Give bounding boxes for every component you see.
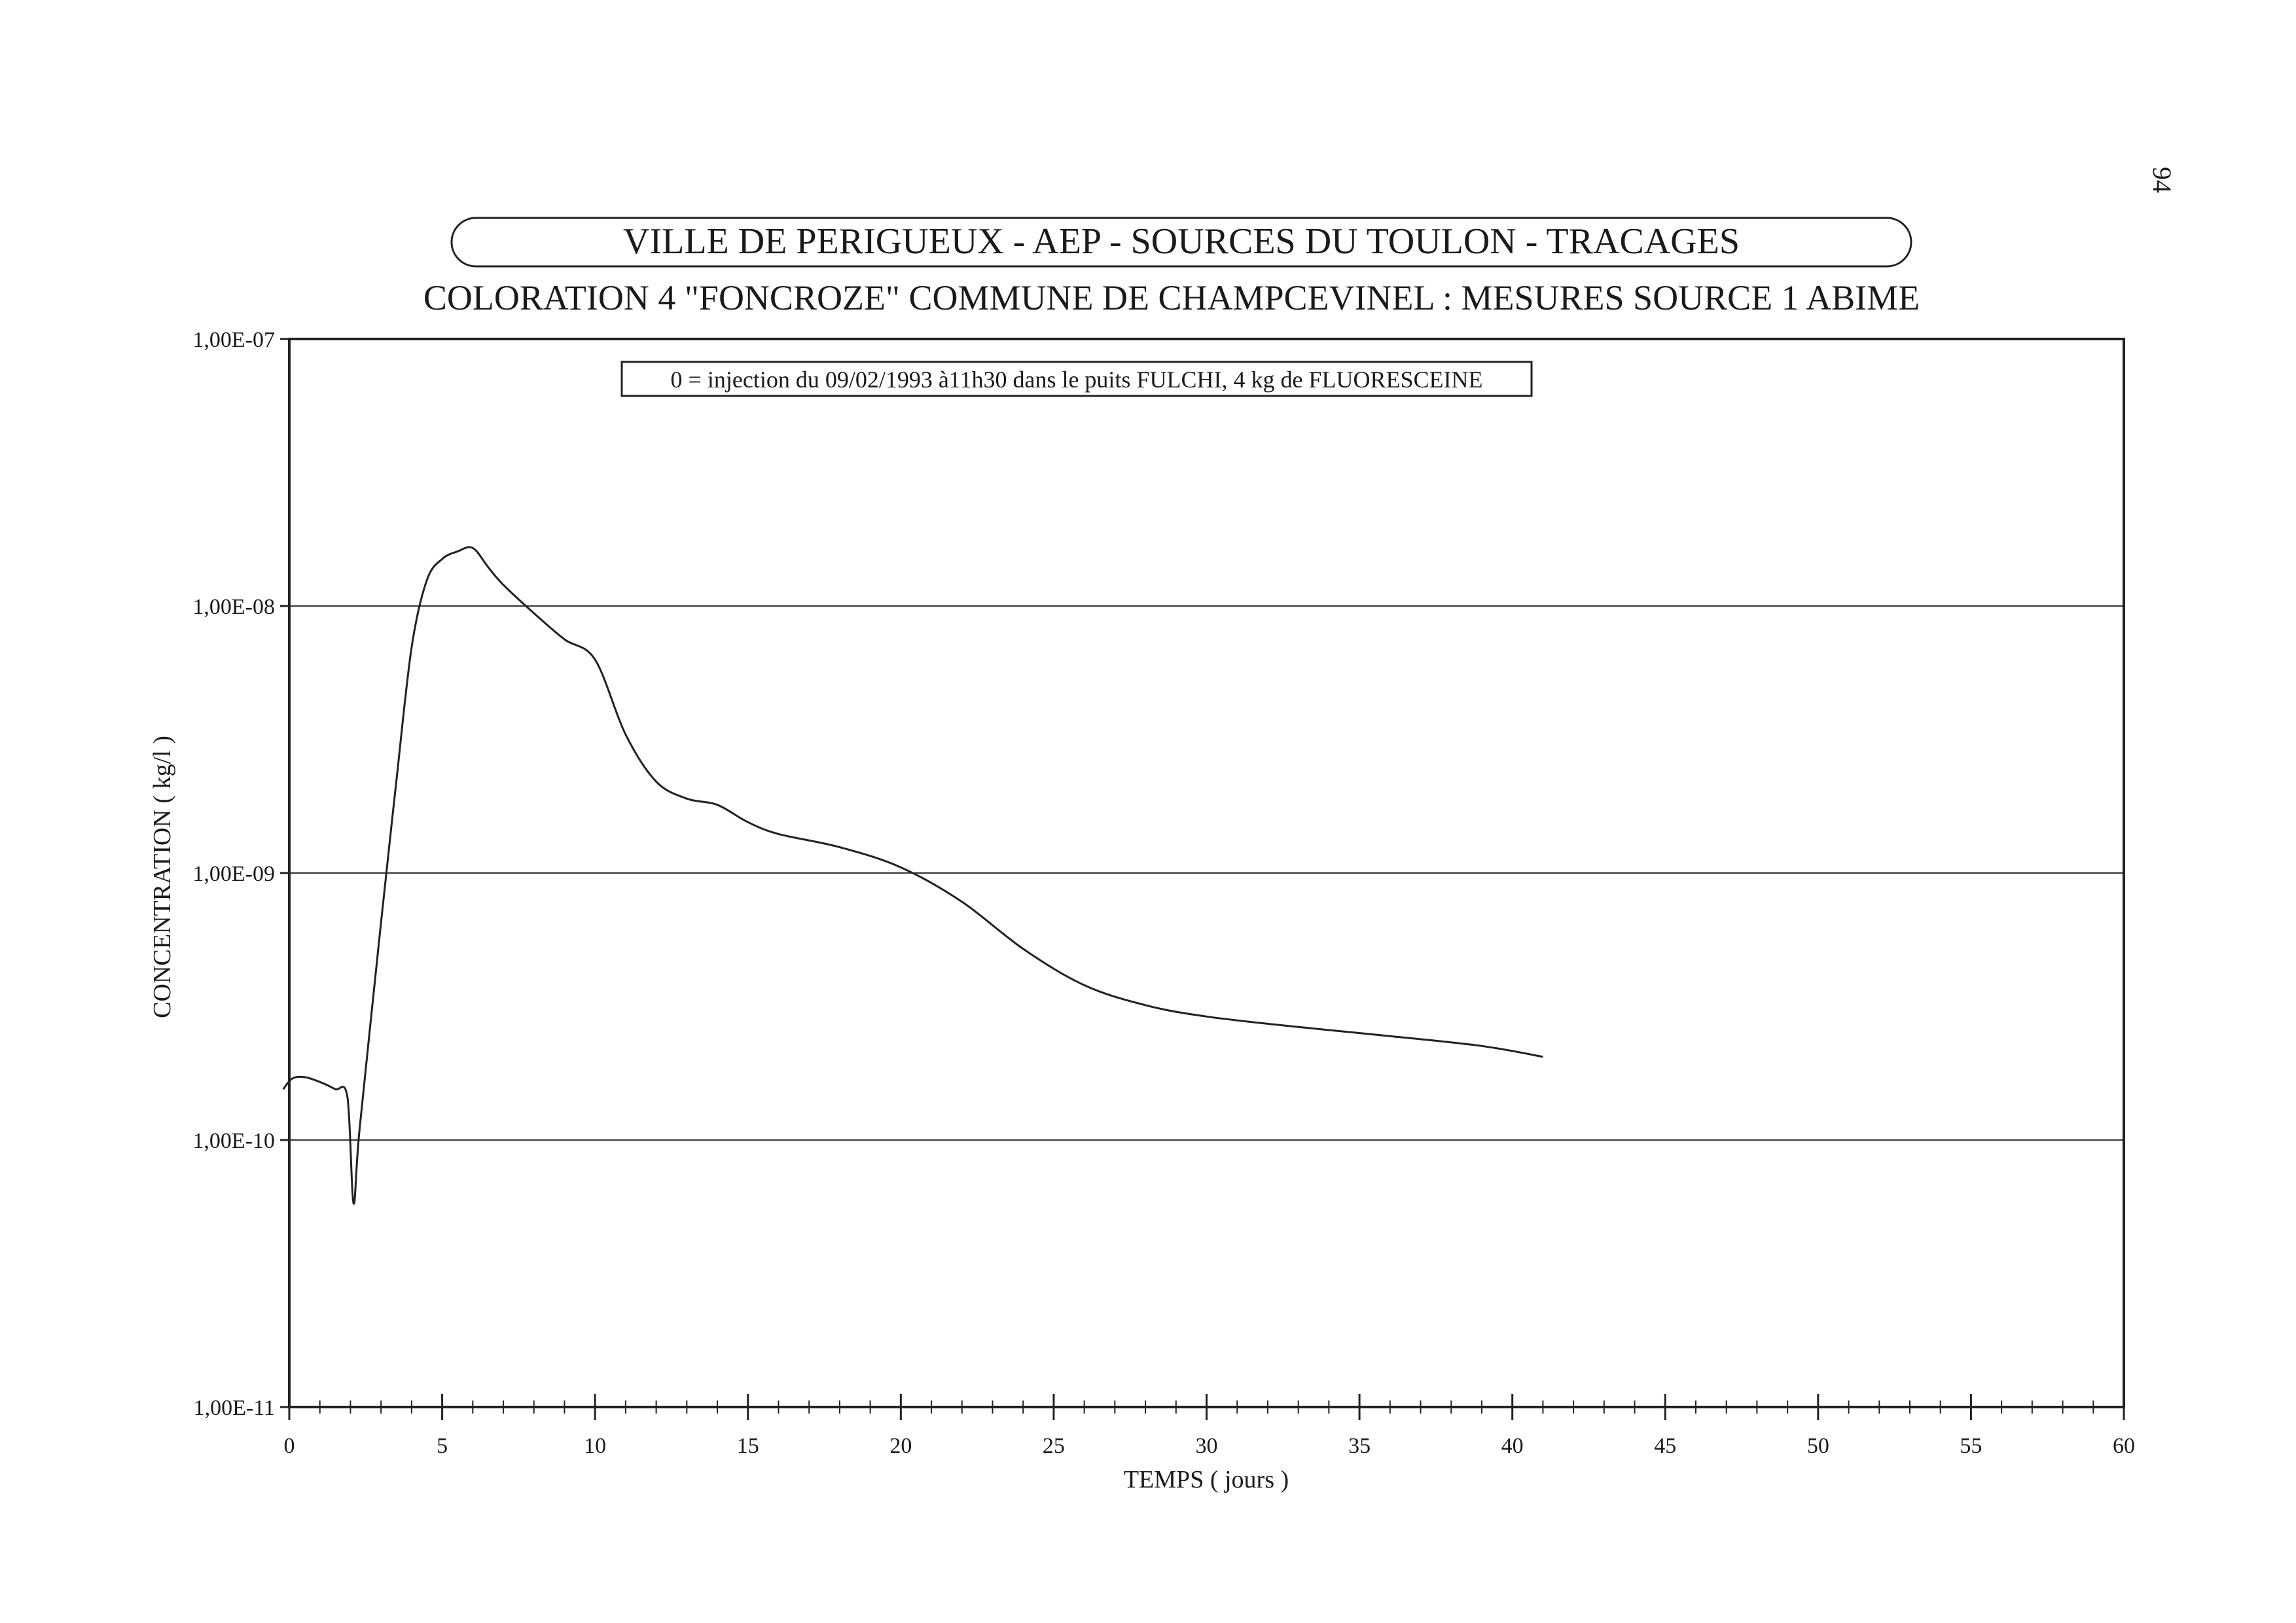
y-tick-label: 1,00E-08 — [192, 595, 275, 619]
y-tick-label: 1,00E-09 — [192, 862, 275, 886]
x-tick-label: 5 — [437, 1434, 448, 1458]
page-number: 94 — [2147, 167, 2177, 193]
gridlines — [289, 605, 2124, 1141]
x-tick-label: 25 — [1043, 1434, 1065, 1458]
chart-subtitle: COLORATION 4 "FONCROZE" COMMUNE DE CHAMP… — [423, 278, 1920, 317]
x-tick-label: 50 — [1807, 1434, 1829, 1458]
x-tick-label: 40 — [1501, 1434, 1524, 1458]
x-tick-label: 15 — [737, 1434, 759, 1458]
series-group — [282, 546, 1543, 1205]
y-tick-label: 1,00E-11 — [194, 1396, 275, 1420]
y-axis-label: CONCENTRATION ( kg/l ) — [149, 736, 176, 1018]
chart-title: VILLE DE PERIGUEUX - AEP - SOURCES DU TO… — [623, 221, 1740, 262]
x-axis-label: TEMPS ( jours ) — [1124, 1466, 1289, 1493]
series-line — [282, 546, 1543, 1205]
y-tick-label: 1,00E-10 — [192, 1129, 275, 1153]
y-tick-label: 1,00E-07 — [192, 328, 275, 352]
y-axis: 1,00E-11 1,00E-10 1,00E-09 1,00E-08 1,00E-07 — [192, 328, 289, 1420]
x-tick-label: 30 — [1196, 1434, 1218, 1458]
annotation-text: 0 = injection du 09/02/1993 à11h30 dans … — [671, 366, 1483, 393]
x-tick-label: 45 — [1654, 1434, 1676, 1458]
x-tick-label: 10 — [584, 1434, 606, 1458]
x-axis: 0 5 10 15 20 25 30 35 40 45 50 55 60 — [284, 1394, 2135, 1458]
x-tick-label: 55 — [1960, 1434, 1982, 1458]
x-tick-label: 20 — [889, 1434, 912, 1458]
x-tick-label: 60 — [2113, 1434, 2135, 1458]
title-box — [450, 217, 1912, 268]
x-tick-label: 35 — [1348, 1434, 1371, 1458]
annotation-box — [620, 361, 1533, 397]
x-tick-label: 0 — [284, 1434, 295, 1458]
